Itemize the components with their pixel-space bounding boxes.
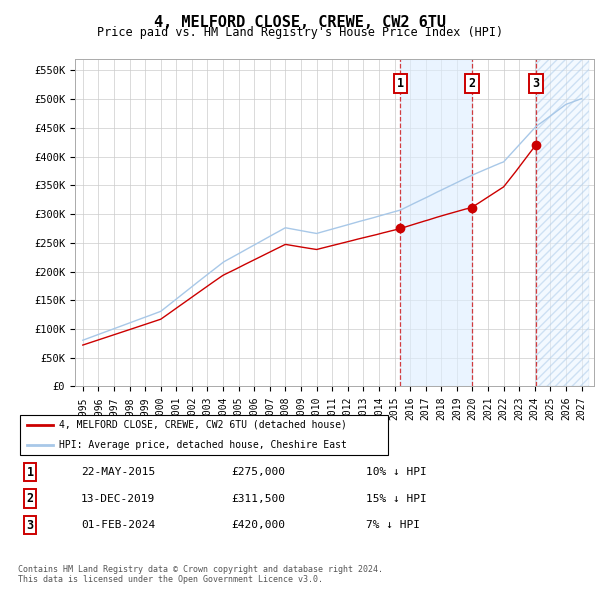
Text: £311,500: £311,500 [231, 494, 285, 503]
Text: £275,000: £275,000 [231, 467, 285, 477]
FancyBboxPatch shape [20, 415, 388, 455]
Bar [536, 59, 589, 386]
Text: 15% ↓ HPI: 15% ↓ HPI [366, 494, 427, 503]
Text: HPI: Average price, detached house, Cheshire East: HPI: Average price, detached house, Ches… [59, 440, 347, 450]
Text: 4, MELFORD CLOSE, CREWE, CW2 6TU: 4, MELFORD CLOSE, CREWE, CW2 6TU [154, 15, 446, 30]
Text: Price paid vs. HM Land Registry's House Price Index (HPI): Price paid vs. HM Land Registry's House … [97, 26, 503, 39]
Text: 2: 2 [468, 77, 475, 90]
Text: 4, MELFORD CLOSE, CREWE, CW2 6TU (detached house): 4, MELFORD CLOSE, CREWE, CW2 6TU (detach… [59, 420, 347, 430]
Text: 1: 1 [26, 466, 34, 478]
Text: 10% ↓ HPI: 10% ↓ HPI [366, 467, 427, 477]
Text: 1: 1 [397, 77, 404, 90]
Text: 3: 3 [26, 519, 34, 532]
Text: 2: 2 [26, 492, 34, 505]
Text: Contains HM Land Registry data © Crown copyright and database right 2024.
This d: Contains HM Land Registry data © Crown c… [18, 565, 383, 584]
Text: 22-MAY-2015: 22-MAY-2015 [81, 467, 155, 477]
Text: 3: 3 [532, 77, 539, 90]
Text: 7% ↓ HPI: 7% ↓ HPI [366, 520, 420, 530]
Text: £420,000: £420,000 [231, 520, 285, 530]
Text: 01-FEB-2024: 01-FEB-2024 [81, 520, 155, 530]
Text: 13-DEC-2019: 13-DEC-2019 [81, 494, 155, 503]
Bar [400, 59, 472, 386]
